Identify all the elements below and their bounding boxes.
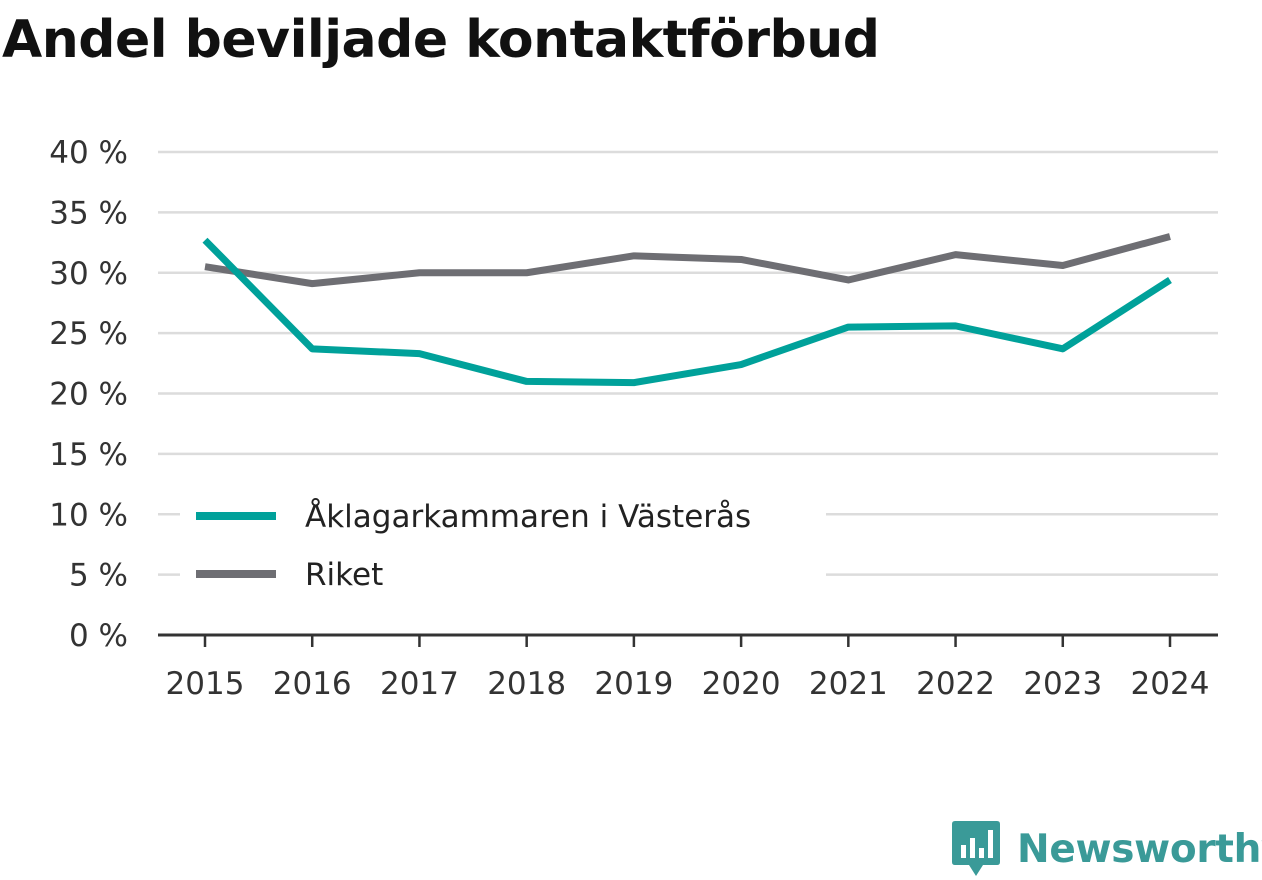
- brand-name: Newsworthy: [1017, 826, 1262, 872]
- x-tick-label: 2024: [1131, 666, 1210, 702]
- y-axis: 0 % 5 % 10 % 15 % 20 % 25 % 30 % 35 % 40 %: [49, 135, 128, 654]
- legend-label: Riket: [305, 557, 383, 593]
- legend-label: Åklagarkammaren i Västerås: [305, 499, 751, 535]
- y-tick-label: 20 %: [49, 377, 128, 413]
- brand-logo: Newsworthy: [951, 818, 1262, 880]
- x-axis: 2015 2016 2017 2018 2019 2020 2021 2022 2023 2024: [158, 633, 1218, 702]
- x-tick-label: 2016: [273, 666, 352, 702]
- chart-title: Andel beviljade kontaktförbud: [2, 10, 880, 70]
- y-tick-label: 0 %: [69, 618, 128, 654]
- x-tick-label: 2015: [166, 666, 245, 702]
- y-tick-label: 35 %: [49, 195, 128, 231]
- newsworthy-logo-icon: [952, 821, 1000, 876]
- x-tick-label: 2020: [702, 666, 781, 702]
- y-tick-label: 40 %: [49, 135, 128, 171]
- x-tick-label: 2022: [916, 666, 995, 702]
- legend-background: [180, 484, 826, 602]
- x-tick-label: 2023: [1023, 666, 1102, 702]
- y-tick-label: 15 %: [49, 437, 128, 473]
- series-lines: [202, 233, 1172, 387]
- y-tick-label: 30 %: [49, 256, 128, 292]
- x-tick-label: 2018: [487, 666, 566, 702]
- y-tick-label: 5 %: [69, 558, 128, 594]
- series-line: [202, 237, 1172, 387]
- x-tick-label: 2019: [594, 666, 673, 702]
- series-line: [204, 233, 1171, 288]
- x-tick-label: 2021: [809, 666, 888, 702]
- x-tick-label: 2017: [380, 666, 459, 702]
- y-tick-label: 10 %: [49, 497, 128, 533]
- y-tick-label: 25 %: [49, 316, 128, 352]
- legend: Åklagarkammaren i Västerås Riket: [180, 484, 826, 602]
